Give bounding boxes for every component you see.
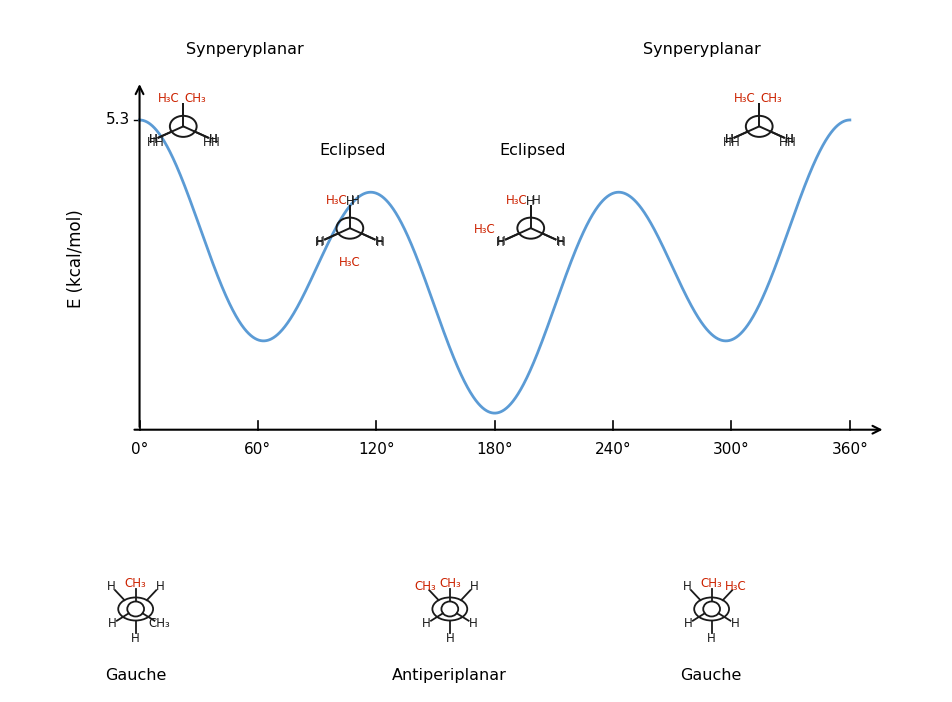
Text: CH₃: CH₃ — [439, 577, 461, 590]
Text: H: H — [684, 617, 692, 630]
Text: Antiperiplanar: Antiperiplanar — [392, 668, 506, 683]
Text: 0°: 0° — [130, 442, 149, 457]
Text: 5.3: 5.3 — [106, 112, 129, 128]
Text: H: H — [531, 194, 541, 207]
Text: CH₃: CH₃ — [184, 93, 206, 105]
Text: H: H — [107, 580, 115, 592]
Text: H: H — [350, 194, 360, 207]
Text: Gauche: Gauche — [681, 668, 742, 683]
Text: CH₃: CH₃ — [701, 577, 723, 590]
Text: H: H — [557, 236, 565, 249]
Text: H: H — [316, 235, 325, 248]
Text: H: H — [724, 136, 732, 149]
Text: H: H — [208, 133, 217, 146]
Text: H: H — [725, 133, 734, 146]
Text: 240°: 240° — [595, 442, 631, 457]
Text: H₃C: H₃C — [474, 223, 496, 236]
Text: H: H — [786, 136, 795, 149]
Text: 360°: 360° — [831, 442, 868, 457]
Text: H: H — [725, 133, 734, 146]
Text: H: H — [526, 194, 535, 208]
Text: H: H — [210, 136, 219, 149]
Text: CH₃: CH₃ — [414, 580, 436, 592]
Text: H: H — [556, 235, 565, 248]
Text: H: H — [497, 235, 506, 248]
Text: CH₃: CH₃ — [760, 93, 782, 105]
Text: 120°: 120° — [358, 442, 395, 457]
Text: H: H — [784, 133, 793, 146]
Text: CH₃: CH₃ — [149, 617, 170, 630]
Text: H: H — [203, 136, 211, 149]
Text: H: H — [784, 133, 793, 146]
Text: H: H — [496, 236, 505, 249]
Text: H₃C: H₃C — [339, 256, 361, 269]
Text: H: H — [131, 633, 140, 645]
Text: Gauche: Gauche — [106, 668, 167, 683]
Text: Eclipsed: Eclipsed — [500, 143, 566, 159]
Text: Synperyplanar: Synperyplanar — [643, 41, 761, 57]
Text: H: H — [779, 136, 787, 149]
Text: 300°: 300° — [713, 442, 750, 457]
Text: E (kcal/mol): E (kcal/mol) — [68, 209, 86, 307]
Text: H: H — [315, 236, 324, 249]
Text: H: H — [422, 617, 430, 630]
Text: H₃C: H₃C — [158, 93, 180, 105]
Text: H: H — [148, 136, 156, 149]
Text: H₃C: H₃C — [506, 194, 528, 207]
Text: H₃C: H₃C — [326, 194, 347, 207]
Text: H: H — [375, 235, 384, 248]
Text: H: H — [469, 617, 478, 630]
Text: H: H — [149, 133, 158, 146]
Text: H₃C: H₃C — [734, 93, 756, 105]
Text: H: H — [156, 580, 165, 592]
Text: H: H — [376, 236, 385, 249]
Text: Synperyplanar: Synperyplanar — [186, 41, 304, 57]
Text: Eclipsed: Eclipsed — [319, 143, 386, 159]
Text: H: H — [208, 133, 217, 146]
Text: H₃C: H₃C — [725, 580, 747, 592]
Text: H: H — [731, 136, 740, 149]
Text: H: H — [346, 194, 354, 208]
Text: H: H — [155, 136, 164, 149]
Text: H: H — [707, 633, 716, 645]
Text: H: H — [108, 617, 116, 630]
Text: 60°: 60° — [245, 442, 271, 457]
Text: H: H — [470, 580, 479, 592]
Text: H: H — [731, 617, 740, 630]
Text: H: H — [683, 580, 691, 592]
Text: H: H — [149, 133, 158, 146]
Text: H: H — [446, 633, 454, 645]
Text: CH₃: CH₃ — [125, 577, 147, 590]
Text: 180°: 180° — [476, 442, 513, 457]
